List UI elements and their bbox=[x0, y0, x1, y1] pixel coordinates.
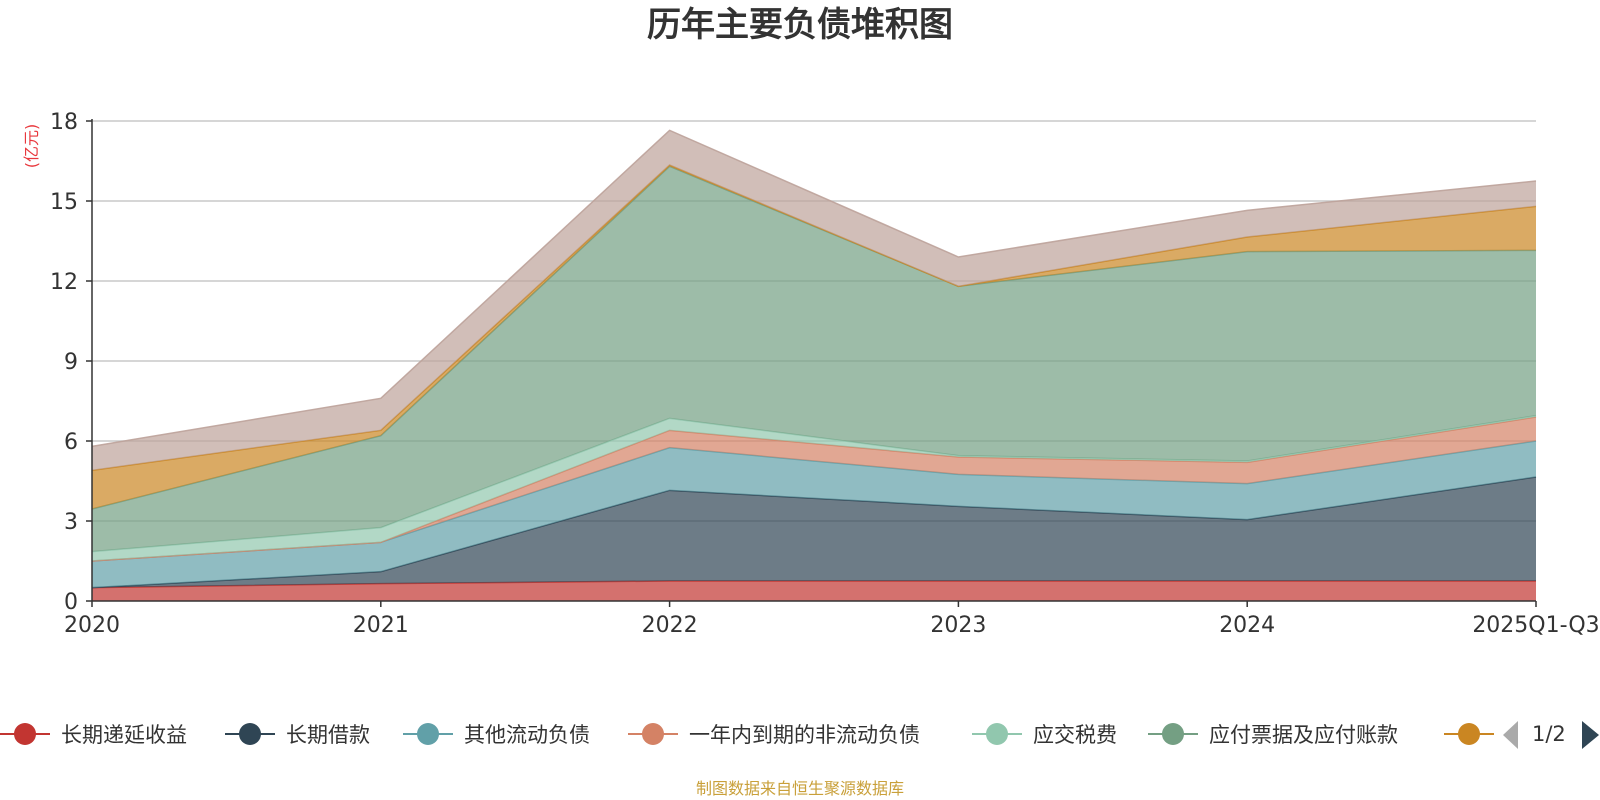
y-tick-label: 0 bbox=[64, 590, 78, 615]
legend-marker bbox=[1162, 723, 1184, 745]
x-tick-label: 2021 bbox=[353, 613, 409, 638]
x-tick-label: 2022 bbox=[642, 613, 698, 638]
area-series-1 bbox=[92, 581, 1536, 601]
legend-marker bbox=[14, 723, 36, 745]
legend-label: 应交税费 bbox=[1033, 723, 1117, 747]
legend: 长期递延收益 长期借款 其他流动负债 一年内到期的非流动负债 应交税费 应付票据及应付账款… bbox=[0, 721, 1599, 749]
y-tick-label: 3 bbox=[64, 510, 78, 535]
legend-marker bbox=[417, 723, 439, 745]
y-tick-label: 9 bbox=[64, 350, 78, 375]
chart-title: 历年主要负债堆积图 bbox=[647, 5, 953, 45]
legend-item[interactable]: 应付票据及应付账款 bbox=[1148, 723, 1398, 747]
y-tick-label: 15 bbox=[50, 190, 78, 215]
legend-item[interactable]: 一年内到期的非流动负债 bbox=[628, 723, 920, 747]
legend-label: 应付票据及应付账款 bbox=[1209, 723, 1398, 747]
area-series-6 bbox=[92, 166, 1536, 552]
legend-marker bbox=[239, 723, 261, 745]
y-tick-label: 6 bbox=[64, 430, 78, 455]
x-tick-label: 2024 bbox=[1219, 613, 1275, 638]
area-series-3 bbox=[92, 441, 1536, 588]
legend-marker bbox=[1458, 723, 1480, 745]
legend-item[interactable]: 长期借款 bbox=[225, 723, 370, 747]
area-series-4 bbox=[92, 417, 1536, 561]
legend-label: 长期借款 bbox=[286, 723, 370, 747]
area-series-2 bbox=[92, 477, 1536, 588]
legend-item[interactable]: 长期递延收益 bbox=[0, 723, 187, 747]
area-series-group bbox=[91, 129, 1537, 601]
area-series-line-8 bbox=[91, 129, 1537, 448]
source-note: 制图数据来自恒生聚源数据库 bbox=[696, 779, 904, 798]
legend-prev-page-icon[interactable] bbox=[1503, 721, 1518, 749]
legend-next-page-icon[interactable] bbox=[1582, 721, 1599, 749]
x-tick-label: 2023 bbox=[930, 613, 986, 638]
legend-page-indicator: 1/2 bbox=[1532, 722, 1566, 746]
area-series-7 bbox=[92, 165, 1536, 509]
legend-item[interactable]: 其他流动负债 bbox=[403, 723, 590, 747]
legend-label: 其他流动负债 bbox=[464, 723, 590, 747]
y-tick-label: 18 bbox=[50, 110, 78, 135]
axes: 0 3 6 9 12 15 18 2020 2021 2022 2023 2024 2025Q1-Q3 bbox=[50, 110, 1600, 638]
x-tick-label: 2020 bbox=[64, 613, 120, 638]
area-series-5 bbox=[92, 415, 1536, 561]
legend-label: 长期递延收益 bbox=[61, 723, 187, 747]
y-tick-label: 12 bbox=[50, 270, 78, 295]
y-axis-label: (亿元) bbox=[22, 124, 41, 169]
legend-item[interactable]: 应交税费 bbox=[972, 723, 1117, 747]
legend-marker bbox=[986, 723, 1008, 745]
area-series-8 bbox=[92, 130, 1536, 471]
legend-item[interactable] bbox=[1444, 723, 1494, 745]
legend-label: 一年内到期的非流动负债 bbox=[689, 723, 920, 747]
x-tick-label: 2025Q1-Q3 bbox=[1472, 613, 1599, 638]
legend-marker bbox=[642, 723, 664, 745]
